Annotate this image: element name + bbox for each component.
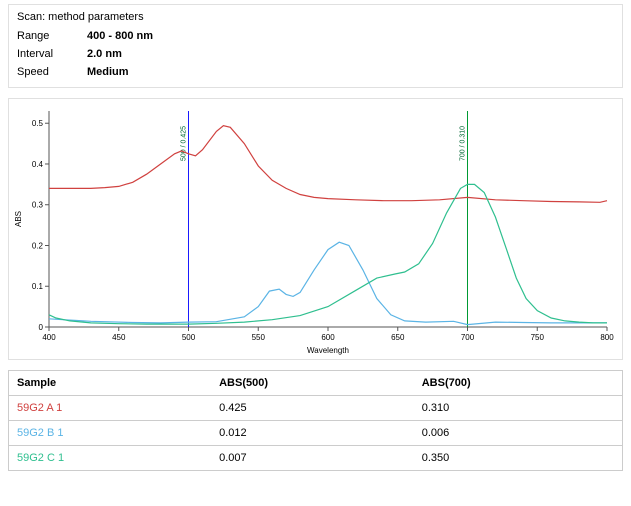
cell-sample: 59G2 A 1 (9, 396, 212, 421)
results-table: Sample ABS(500) ABS(700) 59G2 A 10.4250.… (8, 370, 623, 471)
table-row: 59G2 C 10.0070.350 (9, 446, 623, 471)
cell-abs500: 0.012 (211, 421, 414, 446)
svg-text:0.4: 0.4 (32, 160, 44, 169)
svg-text:400: 400 (42, 333, 56, 342)
svg-text:700 / 0.310: 700 / 0.310 (460, 126, 467, 161)
svg-text:750: 750 (531, 333, 545, 342)
svg-text:800: 800 (600, 333, 614, 342)
table-row: 59G2 B 10.0120.006 (9, 421, 623, 446)
svg-text:500: 500 (182, 333, 196, 342)
cell-sample: 59G2 C 1 (9, 446, 212, 471)
col-sample: Sample (9, 371, 212, 396)
svg-text:0: 0 (39, 323, 44, 332)
col-abs500: ABS(500) (211, 371, 414, 396)
svg-text:0.2: 0.2 (32, 241, 44, 250)
param-label: Speed (17, 63, 87, 81)
cell-abs700: 0.310 (414, 396, 623, 421)
col-abs700: ABS(700) (414, 371, 623, 396)
svg-text:650: 650 (391, 333, 405, 342)
cell-abs700: 0.006 (414, 421, 623, 446)
svg-text:550: 550 (252, 333, 266, 342)
table-row: 59G2 A 10.4250.310 (9, 396, 623, 421)
svg-text:0.3: 0.3 (32, 201, 44, 210)
cell-abs500: 0.425 (211, 396, 414, 421)
svg-text:450: 450 (112, 333, 126, 342)
param-label: Interval (17, 45, 87, 63)
param-label: Range (17, 27, 87, 45)
param-value: 2.0 nm (87, 45, 122, 63)
spectrum-chart: 0 0.1 0.2 0.3 0.4 0.5 400 450 500 550 600 650 700 750… (8, 98, 623, 360)
svg-text:Wavelength: Wavelength (307, 346, 349, 355)
svg-text:0.5: 0.5 (32, 119, 44, 128)
method-parameters-panel: Scan: method parameters Range 400 - 800 … (8, 4, 623, 88)
svg-text:700: 700 (461, 333, 475, 342)
param-row: Range 400 - 800 nm (17, 27, 614, 45)
param-row: Interval 2.0 nm (17, 45, 614, 63)
param-row: Speed Medium (17, 63, 614, 81)
cell-sample: 59G2 B 1 (9, 421, 212, 446)
svg-text:ABS: ABS (14, 211, 23, 227)
chart-svg: 0 0.1 0.2 0.3 0.4 0.5 400 450 500 550 600 650 700 750… (9, 99, 622, 357)
svg-text:0.1: 0.1 (32, 282, 44, 291)
param-value: Medium (87, 63, 129, 81)
cell-abs500: 0.007 (211, 446, 414, 471)
svg-text:500 / 0.425: 500 / 0.425 (181, 126, 188, 161)
panel-title: Scan: method parameters (17, 11, 614, 23)
table-header-row: Sample ABS(500) ABS(700) (9, 371, 623, 396)
cell-abs700: 0.350 (414, 446, 623, 471)
svg-text:600: 600 (321, 333, 335, 342)
param-value: 400 - 800 nm (87, 27, 153, 45)
